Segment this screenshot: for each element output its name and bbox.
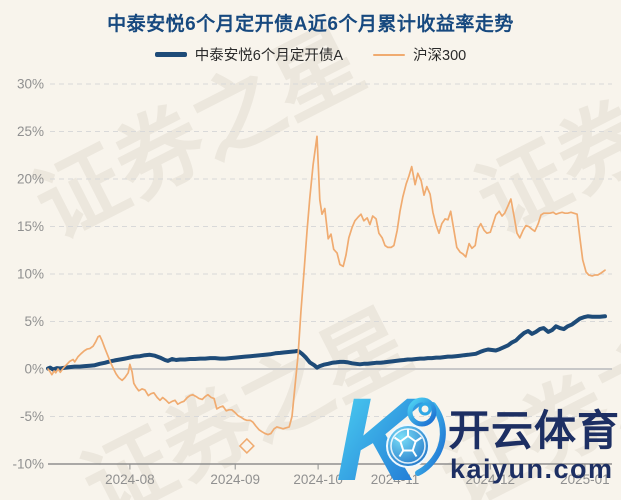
y-axis-label: -5% xyxy=(20,409,44,424)
x-axis-label: 2024-11 xyxy=(371,472,420,487)
logo-swirl-icon xyxy=(407,397,437,427)
y-axis-label: 30% xyxy=(17,77,44,92)
y-axis-label: 15% xyxy=(17,219,44,234)
legend: 中泰安悦6个月定开债A 沪深300 xyxy=(0,44,621,65)
y-axis-label: 0% xyxy=(24,362,44,377)
y-axis-label: -10% xyxy=(12,457,44,472)
logo-swoosh xyxy=(415,402,446,476)
logo-swirl-inner xyxy=(418,402,432,416)
legend-item-hs300[interactable]: 沪深300 xyxy=(373,44,466,65)
logo-brand-text: 开云体育 xyxy=(448,407,620,454)
diamond-marker-icon xyxy=(238,437,255,455)
x-axis-label: 2025-01 xyxy=(560,472,610,487)
fund-line-swatch xyxy=(154,52,187,57)
y-axis-label: 10% xyxy=(17,267,44,282)
x-axis-label: 2024-08 xyxy=(105,472,155,487)
legend-label-hs300: 沪深300 xyxy=(413,48,467,64)
y-axis-label: 5% xyxy=(24,314,44,329)
y-axis-label: 25% xyxy=(17,124,44,139)
legend-label-fund: 中泰安悦6个月定开债A xyxy=(194,48,344,64)
x-axis-label: 2024-09 xyxy=(210,472,260,487)
logo-domain-text: kaiyun.com xyxy=(450,454,614,484)
y-axis-label: 20% xyxy=(17,172,44,187)
x-axis-label: 2024-10 xyxy=(293,472,343,487)
hs300-line-swatch xyxy=(373,53,406,56)
hs300-line xyxy=(47,135,606,436)
legend-item-fund[interactable]: 中泰安悦6个月定开债A xyxy=(154,44,344,65)
x-axis-label: 2024-12 xyxy=(466,472,516,487)
fund-line xyxy=(46,314,607,372)
page-title: 中泰安悦6个月定开债A近6个月累计收益率走势 xyxy=(107,14,514,35)
kaiyun-logo[interactable]: K 开云体育 kaiyun.com xyxy=(330,385,621,500)
soccer-ball-icon xyxy=(386,424,430,468)
